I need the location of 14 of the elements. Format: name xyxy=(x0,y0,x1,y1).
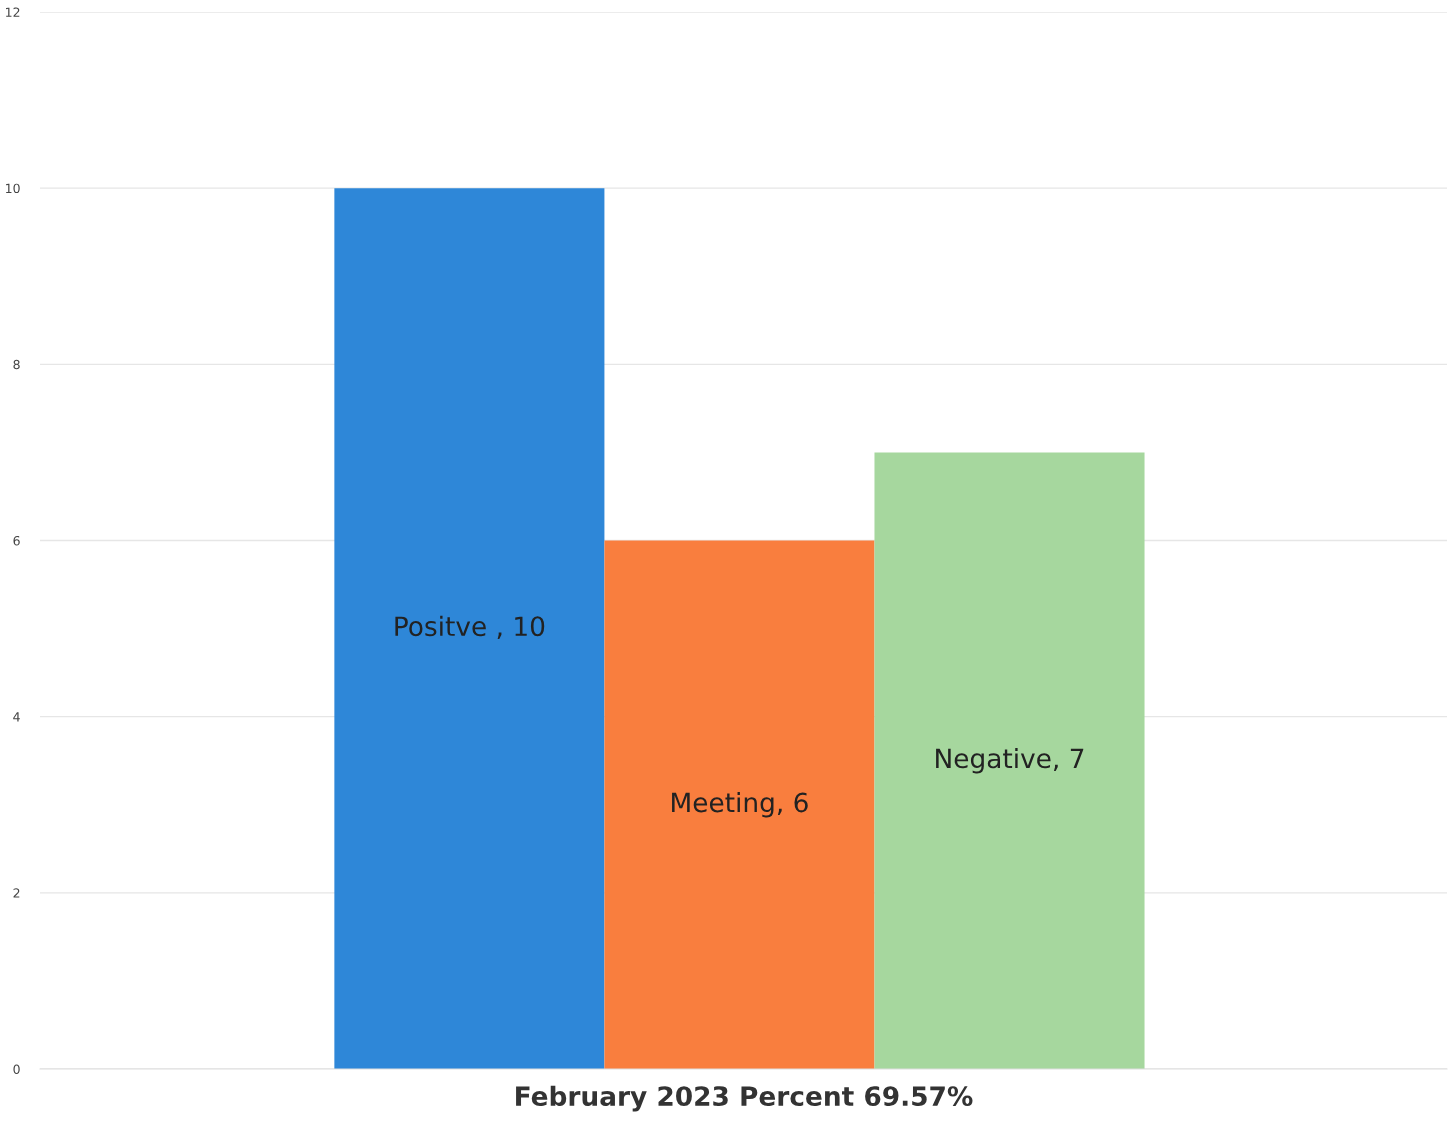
y-tick-label: 12 xyxy=(6,7,20,17)
x-axis-title: February 2023 Percent 69.57% xyxy=(516,1085,973,1112)
y-tick-label: 10 xyxy=(6,183,20,194)
data-label: Positve , 10 xyxy=(395,615,545,639)
data-label: Meeting, 6 xyxy=(672,791,808,818)
y-tick-label: 0 xyxy=(13,1064,20,1074)
bar xyxy=(604,540,875,1069)
y-tick-label: 4 xyxy=(13,712,20,722)
y-tick-label: 8 xyxy=(13,359,20,370)
data-label: Negative, 7 xyxy=(936,747,1084,774)
bar xyxy=(334,188,605,1069)
y-tick-label: 6 xyxy=(13,535,20,546)
bar xyxy=(874,452,1145,1069)
y-tick-label: 2 xyxy=(13,888,20,898)
